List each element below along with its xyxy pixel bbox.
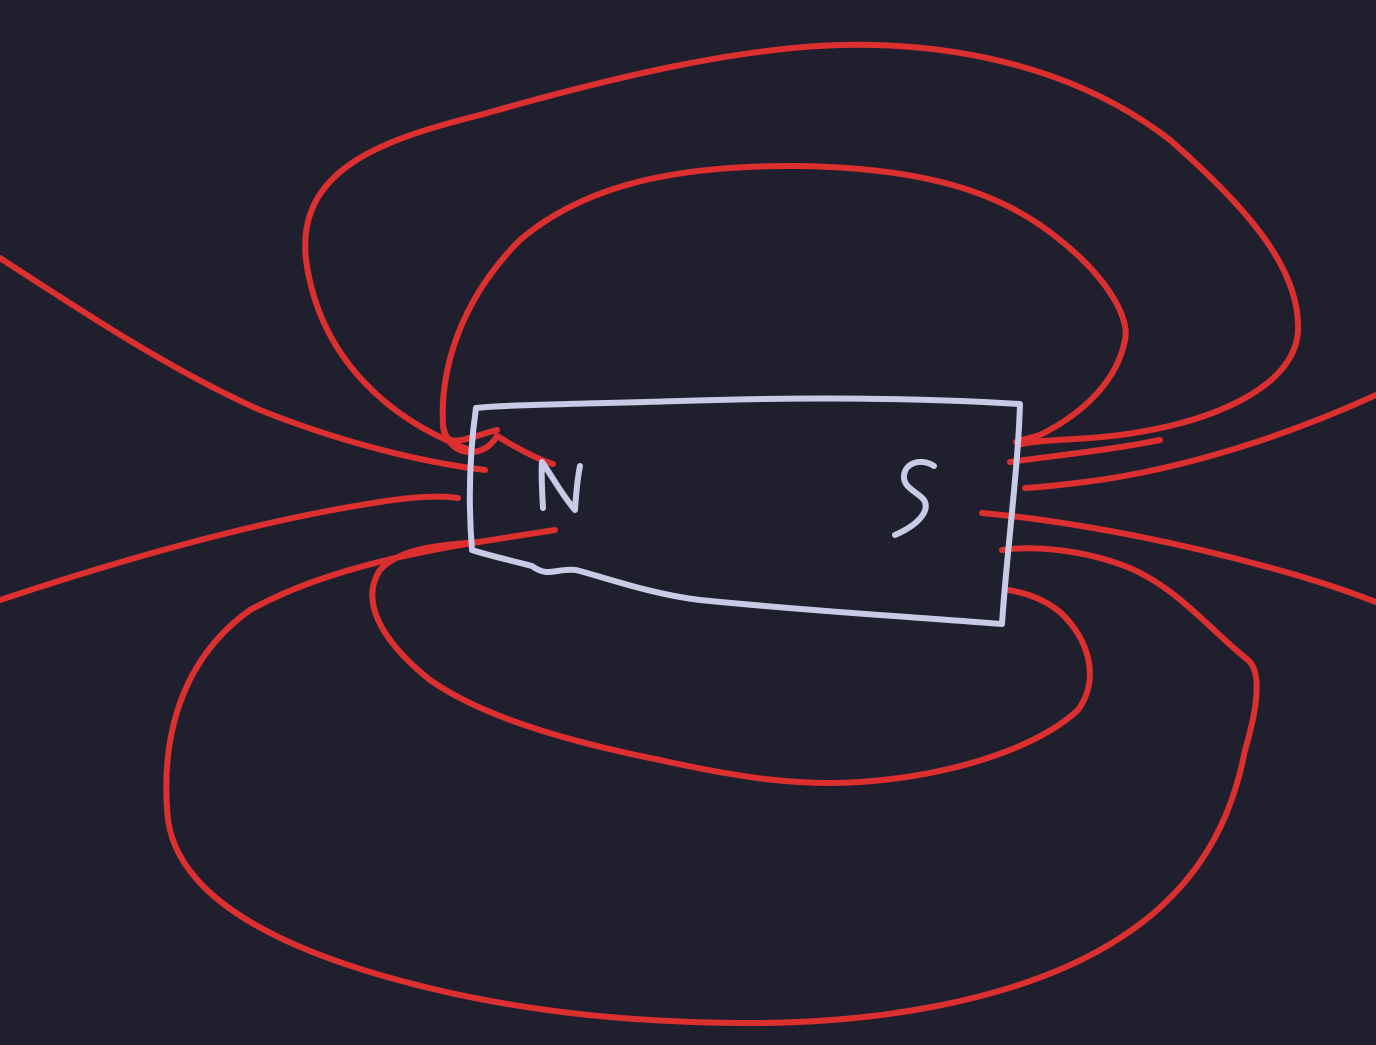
magnet-outline bbox=[466, 395, 1023, 627]
field-line-right-upper-ray bbox=[1022, 392, 1376, 491]
field-line-outer-top-loop bbox=[302, 41, 1302, 453]
field-line-right-lower-ray bbox=[979, 510, 1376, 605]
field-line-left-lower-ray bbox=[0, 493, 461, 603]
north-pole-glyph bbox=[538, 459, 583, 513]
field-lines bbox=[0, 41, 1376, 1027]
field-line-inner-bottom-loop bbox=[369, 539, 1093, 786]
field-line-outer-bottom-loop bbox=[163, 527, 1260, 1027]
field-line-left-upper-ray bbox=[0, 255, 488, 473]
field-line-stub-n-top bbox=[440, 422, 556, 467]
field-line-inner-top-loop bbox=[439, 162, 1129, 445]
bar-magnet bbox=[466, 395, 1023, 627]
south-pole-glyph bbox=[892, 458, 937, 538]
field-line-stub-s-mid bbox=[1007, 437, 1163, 465]
